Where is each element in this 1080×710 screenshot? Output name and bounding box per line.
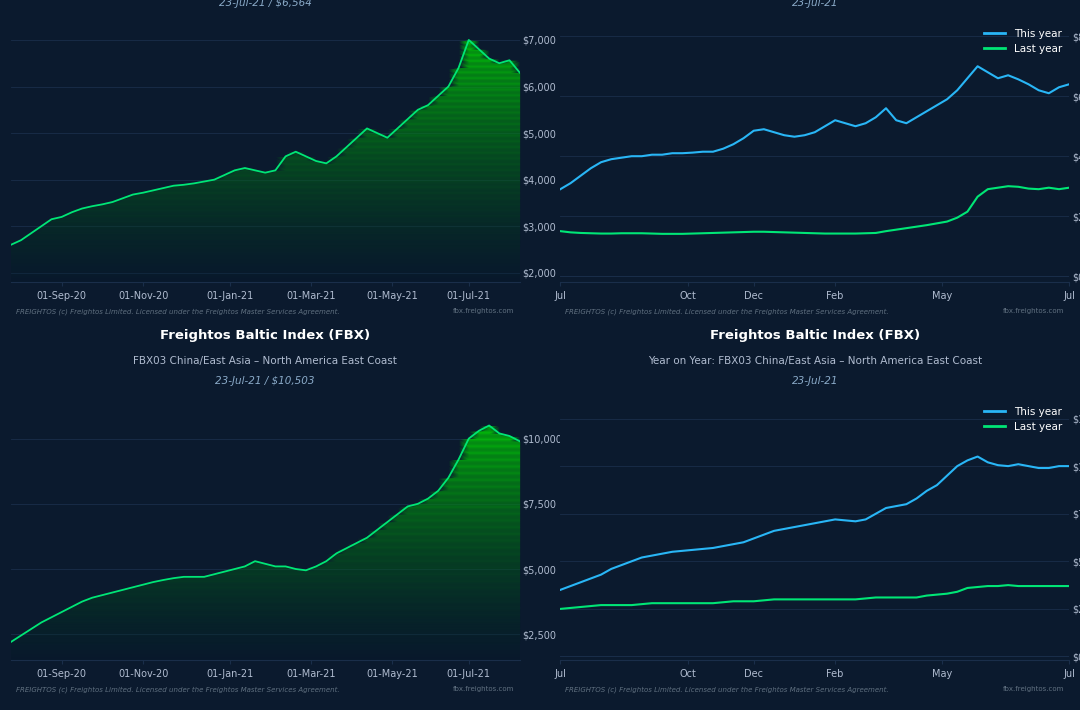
Text: Year on Year: FBX03 China/East Asia – North America East Coast: Year on Year: FBX03 China/East Asia – No… bbox=[648, 356, 982, 366]
Text: fbx.freightos.com: fbx.freightos.com bbox=[1002, 308, 1064, 315]
Text: fbx.freightos.com: fbx.freightos.com bbox=[454, 687, 514, 692]
Text: 23-Jul-21 / $10,503: 23-Jul-21 / $10,503 bbox=[216, 376, 315, 386]
Text: FBX03 China/East Asia – North America East Coast: FBX03 China/East Asia – North America Ea… bbox=[133, 356, 397, 366]
Text: fbx.freightos.com: fbx.freightos.com bbox=[1002, 687, 1064, 692]
Legend: This year, Last year: This year, Last year bbox=[983, 26, 1064, 56]
Text: 23-Jul-21: 23-Jul-21 bbox=[792, 376, 838, 386]
Text: 23-Jul-21: 23-Jul-21 bbox=[792, 0, 838, 9]
Text: FREIGHTOS (c) Freightos Limited. Licensed under the Freightos Master Services Ag: FREIGHTOS (c) Freightos Limited. License… bbox=[566, 687, 889, 693]
Legend: This year, Last year: This year, Last year bbox=[983, 405, 1064, 434]
Text: FREIGHTOS (c) Freightos Limited. Licensed under the Freightos Master Services Ag: FREIGHTOS (c) Freightos Limited. License… bbox=[16, 308, 339, 315]
Text: FREIGHTOS (c) Freightos Limited. Licensed under the Freightos Master Services Ag: FREIGHTOS (c) Freightos Limited. License… bbox=[566, 308, 889, 315]
Text: Freightos Baltic Index (FBX): Freightos Baltic Index (FBX) bbox=[160, 329, 370, 342]
Text: FREIGHTOS (c) Freightos Limited. Licensed under the Freightos Master Services Ag: FREIGHTOS (c) Freightos Limited. License… bbox=[16, 687, 339, 693]
Text: Freightos Baltic Index (FBX): Freightos Baltic Index (FBX) bbox=[710, 329, 920, 342]
Text: fbx.freightos.com: fbx.freightos.com bbox=[454, 308, 514, 315]
Text: 23-Jul-21 / $6,564: 23-Jul-21 / $6,564 bbox=[219, 0, 312, 9]
